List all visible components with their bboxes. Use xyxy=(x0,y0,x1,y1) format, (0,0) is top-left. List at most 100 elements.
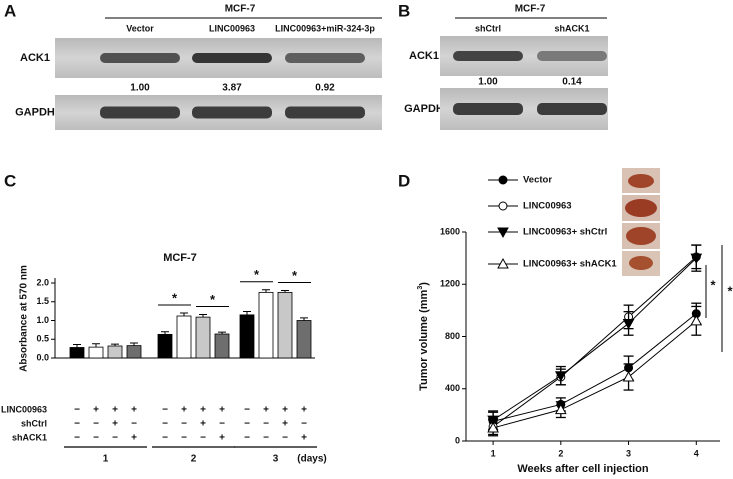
data-point xyxy=(554,371,567,382)
bar xyxy=(176,315,192,359)
quant-label: 0.14 xyxy=(562,77,582,88)
significance-marker: * xyxy=(710,277,716,292)
y-label-text: Tumor volume (mm xyxy=(418,289,430,390)
row-label: ACK1 xyxy=(409,50,439,62)
bar xyxy=(258,291,274,359)
legend-label: LINC00963+ shCtrl xyxy=(523,227,607,238)
y-tick-label: 800 xyxy=(445,331,460,341)
series-line xyxy=(492,313,697,422)
legend-label: Vector xyxy=(523,175,552,186)
condition-sign: + xyxy=(112,419,118,430)
condition-sign: + xyxy=(131,405,137,416)
bar xyxy=(277,291,293,359)
data-point xyxy=(690,253,703,265)
legend-marker xyxy=(498,175,508,185)
condition-sign: − xyxy=(263,419,269,430)
y-tick-label: 0.0 xyxy=(36,352,49,362)
x-tick-label: 3 xyxy=(626,448,631,458)
band xyxy=(100,53,180,63)
x-tick-label: 1 xyxy=(103,454,109,465)
quant-label: 1.00 xyxy=(130,83,150,94)
condition-sign: − xyxy=(244,405,250,416)
series-line xyxy=(492,320,697,429)
condition-sign: + xyxy=(263,405,269,416)
condition-sign: − xyxy=(200,433,206,444)
condition-sign: + xyxy=(301,433,307,444)
condition-sign: − xyxy=(181,433,187,444)
band xyxy=(285,53,365,63)
condition-sign: + xyxy=(219,433,225,444)
significance-marker: * xyxy=(727,283,733,298)
condition-sign: + xyxy=(200,419,206,430)
condition-sign: − xyxy=(162,433,168,444)
condition-sign: − xyxy=(93,433,99,444)
condition-sign: + xyxy=(219,405,225,416)
condition-sign: − xyxy=(282,433,288,444)
lane-label: LINC00963 xyxy=(209,23,255,33)
panel-letter: A xyxy=(4,1,16,20)
blot-title: MCF-7 xyxy=(225,4,256,15)
condition-label: shACK1 xyxy=(12,432,47,442)
condition-sign: − xyxy=(74,405,80,416)
tumor-photos xyxy=(622,168,660,276)
quant-label: 3.87 xyxy=(222,83,242,94)
y-tick-label: 0 xyxy=(455,435,460,445)
bar xyxy=(296,320,312,359)
condition-sign: + xyxy=(282,419,288,430)
condition-sign: − xyxy=(162,405,168,416)
condition-sign: − xyxy=(162,419,168,430)
y-tick-label: 1.5 xyxy=(36,296,49,306)
x-axis-label: Weeks after cell injection xyxy=(517,463,649,475)
bar xyxy=(157,333,173,359)
band xyxy=(100,106,180,119)
legend-marker xyxy=(497,257,509,269)
x-tick-label: 1 xyxy=(491,448,496,458)
condition-label: shCtrl xyxy=(21,418,47,428)
lane-label: shCtrl xyxy=(475,23,501,33)
condition-sign: − xyxy=(74,419,80,430)
blot-title: MCF-7 xyxy=(515,4,546,15)
x-tick-label: 2 xyxy=(558,448,563,458)
series-line xyxy=(492,257,697,421)
x-tick-label: 3 xyxy=(273,454,279,465)
data-point xyxy=(622,370,635,382)
bar xyxy=(214,333,230,359)
row-label: GAPDH xyxy=(404,103,444,115)
band xyxy=(285,106,365,119)
lane-label: LINC00963+miR-324-3p xyxy=(275,23,375,33)
y-label-sup: 3 xyxy=(417,286,424,290)
x-tick-label: 2 xyxy=(191,454,197,465)
panel-letter: C xyxy=(4,171,16,190)
significance-marker: * xyxy=(292,268,298,283)
legend-marker xyxy=(497,227,509,239)
band xyxy=(453,103,523,115)
lane-label: Vector xyxy=(126,23,154,33)
y-label-end: ) xyxy=(418,282,430,286)
band xyxy=(537,51,607,61)
row-label: GAPDH xyxy=(15,106,55,118)
condition-sign: − xyxy=(219,419,225,430)
condition-sign: + xyxy=(200,405,206,416)
condition-label: LINC00963 xyxy=(1,404,47,414)
condition-sign: + xyxy=(131,433,137,444)
legend-label: LINC00963 xyxy=(523,201,572,212)
data-point xyxy=(487,421,499,433)
condition-sign: + xyxy=(93,405,99,416)
significance-marker: * xyxy=(172,290,178,305)
data-point xyxy=(622,318,635,330)
band xyxy=(453,51,523,61)
y-axis-label: Tumor volume (mm3) xyxy=(417,282,430,391)
condition-sign: + xyxy=(301,405,307,416)
bar xyxy=(107,345,123,359)
condition-sign: − xyxy=(181,419,187,430)
band xyxy=(537,103,607,115)
condition-sign: + xyxy=(181,405,187,416)
condition-sign: − xyxy=(301,419,307,430)
y-tick-label: 400 xyxy=(445,383,460,393)
quant-label: 0.92 xyxy=(315,83,335,94)
bar xyxy=(195,316,211,359)
condition-sign: + xyxy=(112,405,118,416)
condition-sign: − xyxy=(131,419,137,430)
row-label: ACK1 xyxy=(20,52,50,64)
